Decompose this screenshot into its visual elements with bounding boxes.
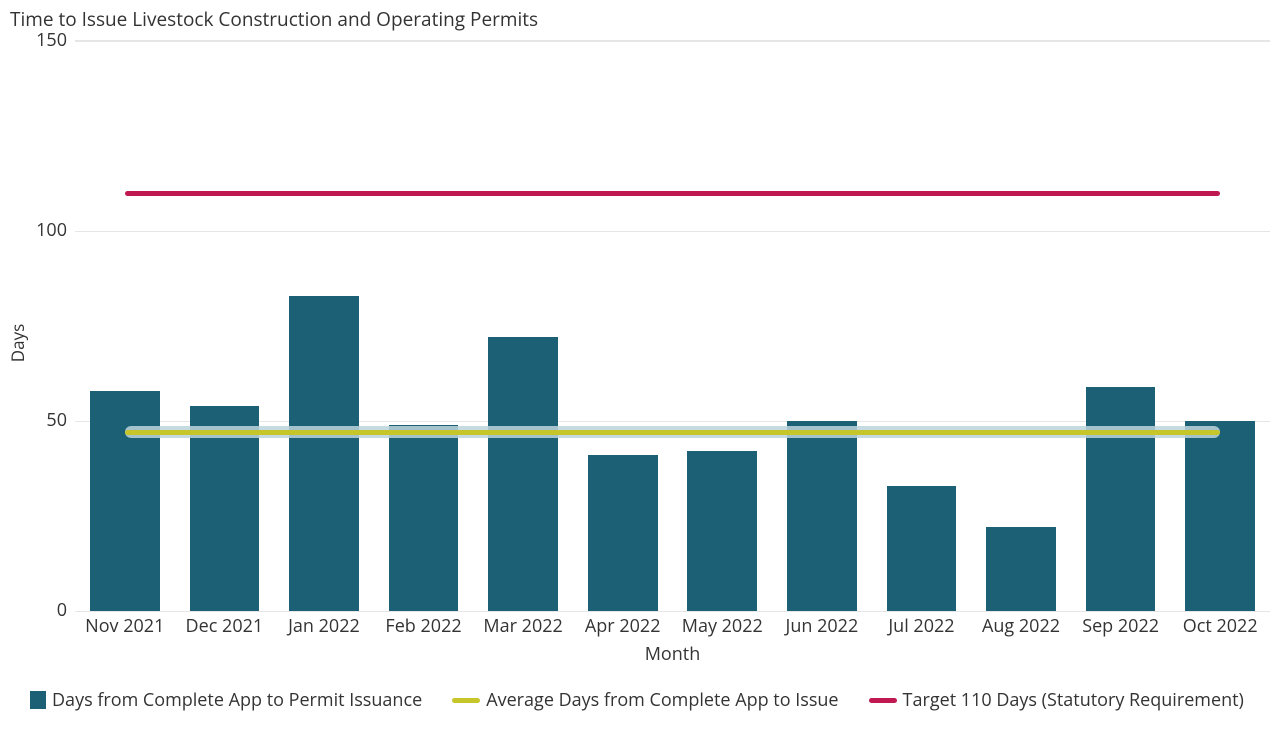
bar bbox=[588, 455, 658, 611]
x-tick-label: Apr 2022 bbox=[585, 614, 661, 638]
x-tick-label: Dec 2021 bbox=[186, 614, 264, 638]
x-tick-label: Nov 2021 bbox=[85, 614, 164, 638]
x-tick-label: May 2022 bbox=[682, 614, 763, 638]
x-tick-label: Feb 2022 bbox=[385, 614, 461, 638]
legend-swatch-target bbox=[869, 698, 897, 703]
bar bbox=[90, 391, 160, 611]
y-axis-title: Days bbox=[6, 323, 29, 361]
y-tick-label: 150 bbox=[7, 28, 67, 52]
x-labels: Nov 2021 Dec 2021 Jan 2022 Feb 2022 Mar … bbox=[75, 614, 1270, 644]
y-tick-label: 50 bbox=[7, 408, 67, 432]
x-axis-title: Month bbox=[75, 642, 1270, 666]
bar bbox=[389, 425, 459, 611]
legend: Days from Complete App to Permit Issuanc… bbox=[30, 688, 1260, 712]
target-line-core bbox=[125, 191, 1220, 196]
x-tick-label: Aug 2022 bbox=[982, 614, 1060, 638]
x-tick-label: Oct 2022 bbox=[1183, 614, 1258, 638]
y-tick-label: 100 bbox=[7, 218, 67, 242]
plot-area bbox=[75, 40, 1270, 611]
x-tick-label: Mar 2022 bbox=[483, 614, 562, 638]
legend-swatch-bar bbox=[30, 691, 46, 709]
legend-label-bars: Days from Complete App to Permit Issuanc… bbox=[52, 688, 422, 712]
bars-layer bbox=[75, 41, 1270, 611]
bar bbox=[687, 451, 757, 611]
bar bbox=[1185, 421, 1255, 611]
x-tick-label: Jul 2022 bbox=[888, 614, 954, 638]
bar bbox=[986, 527, 1056, 611]
permit-chart: Time to Issue Livestock Construction and… bbox=[0, 0, 1285, 751]
legend-item-target: Target 110 Days (Statutory Requirement) bbox=[869, 688, 1244, 712]
legend-label-target: Target 110 Days (Statutory Requirement) bbox=[903, 688, 1244, 712]
average-line-core bbox=[125, 430, 1220, 435]
chart-title: Time to Issue Livestock Construction and… bbox=[10, 6, 538, 32]
bar bbox=[887, 486, 957, 611]
legend-item-bars: Days from Complete App to Permit Issuanc… bbox=[30, 688, 422, 712]
x-tick-label: Jun 2022 bbox=[785, 614, 858, 638]
legend-swatch-avg bbox=[452, 698, 480, 703]
bar bbox=[488, 337, 558, 611]
legend-item-avg: Average Days from Complete App to Issue bbox=[452, 688, 838, 712]
grid-line bbox=[75, 611, 1270, 612]
bar bbox=[1086, 387, 1156, 611]
legend-label-avg: Average Days from Complete App to Issue bbox=[486, 688, 838, 712]
bar bbox=[289, 296, 359, 611]
y-tick-label: 0 bbox=[7, 598, 67, 622]
x-tick-label: Jan 2022 bbox=[288, 614, 360, 638]
x-tick-label: Sep 2022 bbox=[1082, 614, 1159, 638]
bar bbox=[787, 421, 857, 611]
